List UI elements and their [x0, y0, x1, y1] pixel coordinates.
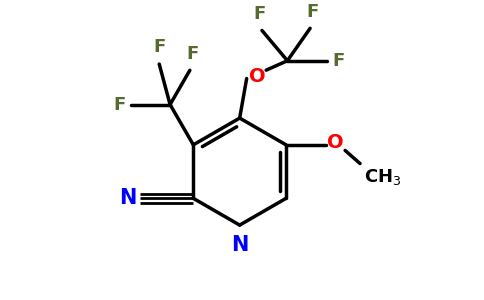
Text: F: F	[186, 45, 198, 63]
Text: F: F	[306, 3, 318, 21]
Text: F: F	[114, 95, 126, 113]
Text: N: N	[231, 235, 248, 255]
Text: N: N	[119, 188, 136, 208]
Text: F: F	[254, 5, 266, 23]
Text: O: O	[328, 133, 344, 152]
Text: F: F	[333, 52, 345, 70]
Text: O: O	[248, 67, 265, 86]
Text: CH$_3$: CH$_3$	[364, 167, 401, 187]
Text: F: F	[153, 38, 166, 56]
